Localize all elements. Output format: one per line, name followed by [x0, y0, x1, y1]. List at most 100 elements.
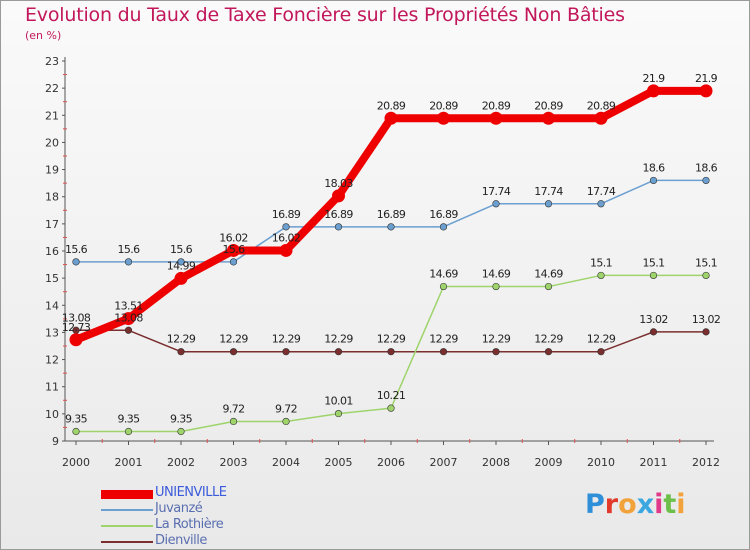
- legend-label: UNIENVILLE: [155, 485, 227, 500]
- y-tick-label: 14: [45, 299, 59, 312]
- y-tick-label: 12: [45, 354, 59, 367]
- data-label: 17.74: [534, 185, 563, 198]
- data-label: 12.29: [167, 333, 196, 346]
- data-point: [544, 282, 553, 291]
- logo-letter: o: [618, 489, 637, 520]
- logo-letter: t: [663, 489, 677, 520]
- data-label: 13.51: [114, 300, 143, 313]
- data-label: 13.02: [639, 313, 668, 326]
- data-label: 18.6: [642, 161, 665, 174]
- data-label: 14.69: [429, 268, 458, 281]
- logo-letter: i: [676, 489, 686, 520]
- data-label: 12.29: [534, 333, 563, 346]
- data-label: 14.69: [482, 268, 511, 281]
- data-label: 13.08: [62, 311, 91, 324]
- data-point: [702, 176, 710, 185]
- axes: 9 10 11 12 13 14 15 16 17 18 19 20 21 22 23 2000 2001 200…: [45, 55, 720, 469]
- data-label: 21.9: [695, 72, 718, 85]
- data-label: 13.08: [114, 311, 143, 324]
- x-tick-label: 2002: [167, 456, 195, 469]
- data-label: 12.29: [219, 333, 248, 346]
- data-point: [334, 409, 343, 418]
- data-point: [229, 417, 238, 426]
- proxiti-logo: Proxiti: [585, 489, 686, 520]
- data-label: 9.35: [170, 413, 193, 426]
- x-tick-label: 2000: [62, 456, 90, 469]
- y-tick-label: 11: [45, 381, 59, 394]
- data-point: [69, 333, 83, 347]
- data-point: [384, 111, 398, 125]
- data-point: [492, 282, 500, 291]
- data-label: 20.89: [534, 99, 563, 112]
- x-tick-label: 2005: [325, 456, 353, 469]
- y-tick-label: 23: [45, 55, 59, 68]
- data-label: 12.29: [482, 333, 511, 346]
- data-label: 14.69: [534, 268, 563, 281]
- data-label: 9.35: [65, 413, 88, 426]
- data-label: 16.89: [272, 208, 301, 221]
- legend-swatch: [101, 525, 153, 527]
- data-point: [702, 271, 710, 280]
- data-label: 10.01: [324, 395, 353, 408]
- chart-title: Evolution du Taux de Taxe Foncière sur l…: [25, 4, 625, 26]
- data-point: [124, 326, 133, 334]
- data-label: 16.89: [377, 208, 406, 221]
- y-tick-label: 22: [45, 82, 59, 95]
- y-tick-label: 13: [45, 326, 59, 339]
- data-label: 15.1: [642, 256, 664, 269]
- data-point: [72, 427, 80, 436]
- data-point: [229, 348, 238, 356]
- data-point: [437, 111, 450, 125]
- y-tick-label: 10: [45, 408, 59, 421]
- data-point: [387, 404, 395, 412]
- logo-letter: P: [585, 489, 605, 520]
- data-point: [282, 348, 290, 356]
- data-label: 13.02: [692, 313, 721, 326]
- data-point: [544, 348, 553, 356]
- data-label: 15.1: [590, 256, 612, 269]
- logo-letter: x: [636, 489, 655, 520]
- data-label: 20.89: [429, 99, 458, 112]
- data-point: [177, 348, 185, 356]
- y-tick-label: 20: [45, 136, 59, 149]
- series-juvanzé: [72, 176, 710, 266]
- data-point: [597, 271, 605, 280]
- data-label: 17.74: [482, 185, 511, 198]
- x-tick-label: 2007: [430, 456, 458, 469]
- data-label: 15.6: [65, 243, 88, 256]
- data-point: [597, 348, 605, 356]
- data-point: [177, 427, 185, 436]
- legend-swatch: [101, 490, 153, 499]
- data-point: [72, 258, 80, 266]
- x-tick-label: 2012: [692, 456, 720, 469]
- logo-letter: i: [654, 489, 664, 520]
- data-point: [647, 84, 660, 98]
- data-label: 16.89: [429, 208, 458, 221]
- data-point: [597, 200, 605, 208]
- x-tick-label: 2001: [115, 456, 143, 469]
- y-tick-label: 16: [45, 245, 59, 258]
- data-point: [702, 328, 710, 336]
- series-layer: [69, 84, 713, 436]
- data-point: [649, 176, 658, 185]
- data-point: [124, 258, 133, 266]
- data-label: 15.6: [117, 243, 140, 256]
- data-point: [699, 84, 713, 98]
- data-point: [387, 348, 395, 356]
- data-label: 9.72: [275, 402, 297, 415]
- x-tick-label: 2003: [220, 456, 248, 469]
- data-point: [439, 223, 448, 231]
- data-point: [174, 271, 188, 285]
- x-tick-label: 2004: [272, 456, 300, 469]
- data-label: 16.89: [324, 208, 353, 221]
- y-tick-label: 9: [52, 435, 59, 448]
- legend-label: Juvanzé: [155, 501, 203, 516]
- x-tick-label: 2006: [377, 456, 405, 469]
- data-label: 20.89: [482, 99, 511, 112]
- data-point: [387, 223, 395, 231]
- data-point: [439, 348, 448, 356]
- data-label: 14.99: [167, 259, 196, 272]
- x-tick-label: 2008: [482, 456, 510, 469]
- data-label: 18.6: [695, 161, 718, 174]
